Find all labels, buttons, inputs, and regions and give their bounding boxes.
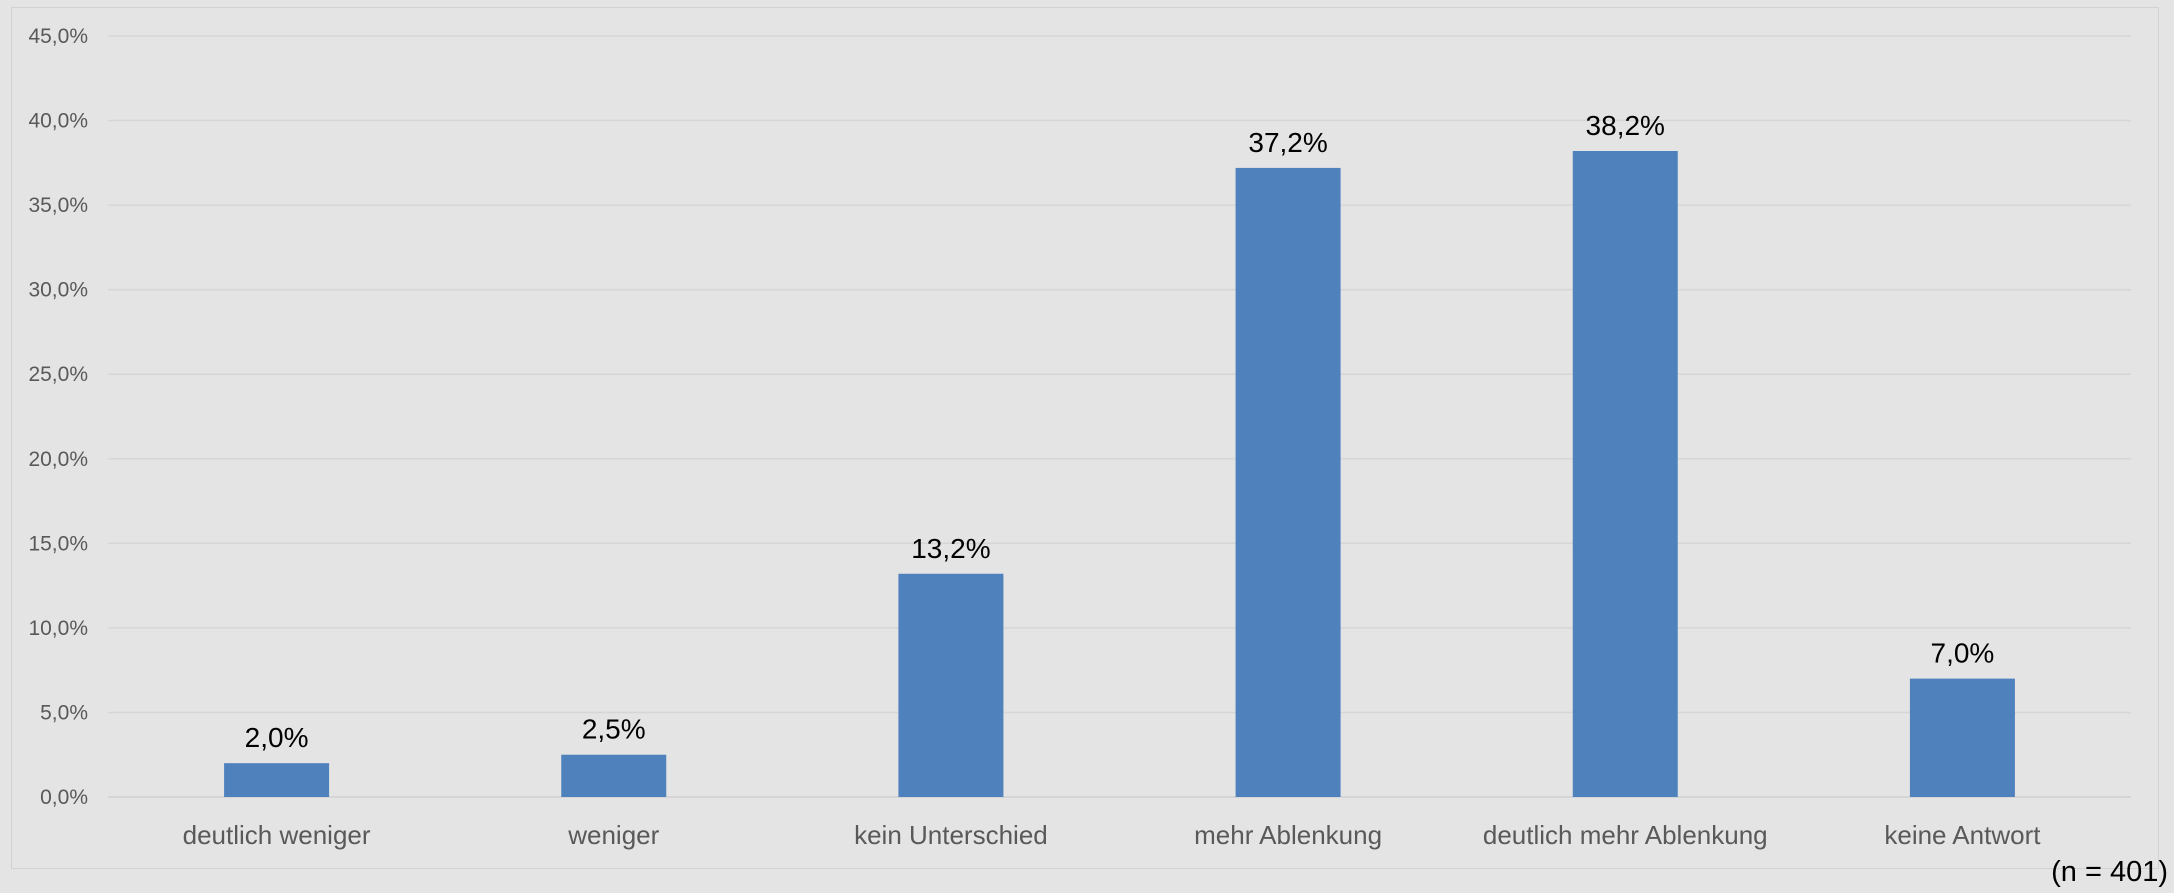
y-axis-ticks: 0,0% 5,0% 10,0% 15,0% 20,0% 25,0% 30,0% 35,0% 40… [28, 25, 88, 809]
x-axis-ticks: deutlich weniger weniger kein Unterschied m… [183, 820, 2042, 850]
data-label: 13,2% [911, 533, 990, 564]
bar [561, 754, 667, 797]
y-tick-label: 45,0% [28, 25, 88, 48]
bar [898, 573, 1004, 797]
y-tick-label: 35,0% [28, 194, 88, 217]
x-tick-label: mehr Ablenkung [1194, 820, 1382, 850]
data-label: 7,0% [1931, 638, 1995, 669]
chart-frame [11, 7, 2159, 869]
data-label: 38,2% [1586, 110, 1665, 141]
y-tick-label: 25,0% [28, 363, 88, 386]
data-labels: 2,0% 2,5% 13,2% 37,2% 38,2% 7,0% [245, 110, 1995, 753]
data-label: 2,5% [582, 714, 646, 745]
bar [1235, 167, 1341, 797]
bar [1572, 150, 1678, 798]
sample-size-note: (n = 401) [2051, 856, 2168, 888]
y-tick-label: 20,0% [28, 448, 88, 471]
y-tick-label: 15,0% [28, 532, 88, 555]
bar [224, 763, 330, 797]
y-tick-label: 0,0% [40, 786, 88, 809]
y-tick-label: 30,0% [28, 279, 88, 302]
bar [1909, 678, 2015, 797]
data-label: 37,2% [1248, 127, 1327, 158]
x-tick-label: deutlich mehr Ablenkung [1483, 820, 1768, 850]
y-tick-label: 40,0% [28, 110, 88, 133]
gridlines [108, 35, 2131, 798]
y-tick-label: 5,0% [40, 701, 88, 724]
data-label: 2,0% [245, 722, 309, 753]
y-tick-label: 10,0% [28, 617, 88, 640]
x-tick-label: weniger [567, 820, 659, 850]
x-tick-label: keine Antwort [1884, 820, 2041, 850]
x-tick-label: kein Unterschied [854, 820, 1048, 850]
bars [224, 150, 2015, 798]
x-tick-label: deutlich weniger [183, 820, 371, 850]
